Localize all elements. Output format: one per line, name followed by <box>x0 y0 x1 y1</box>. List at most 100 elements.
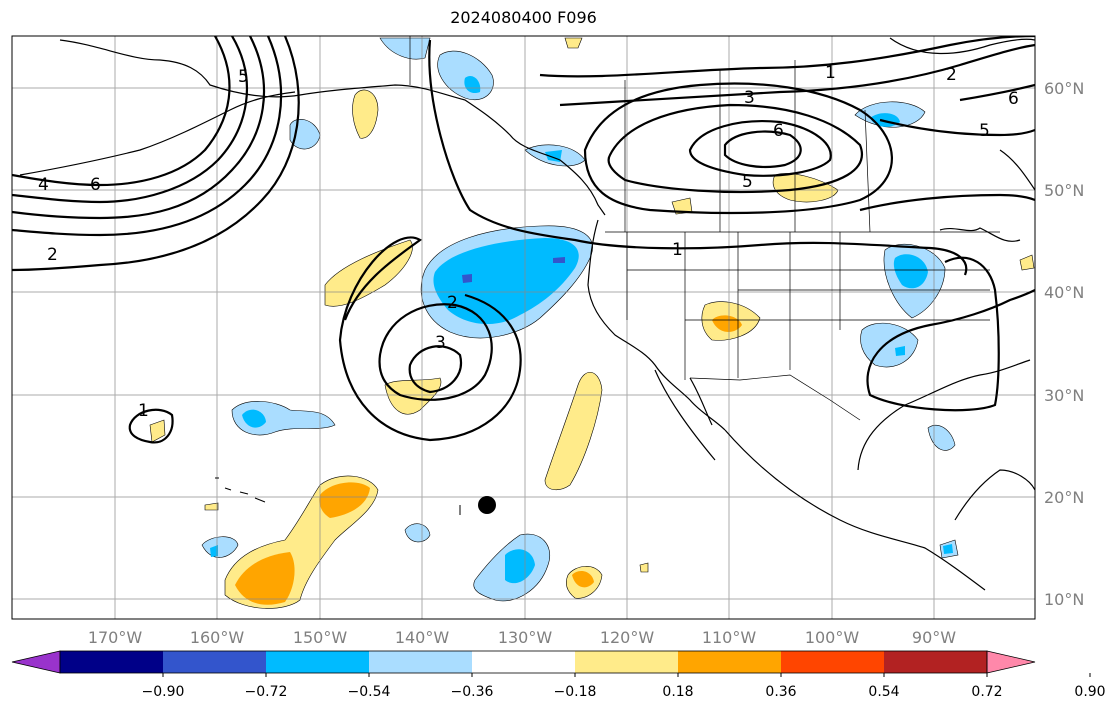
colorbar-segment <box>678 651 782 673</box>
colorbar-tick-label: −0.54 <box>348 684 391 700</box>
latitude-axis: 60°N 50°N 40°N 30°N 20°N 10°N <box>1044 79 1084 609</box>
east-canada <box>999 149 1035 191</box>
shade-grlakes-yellow <box>1019 254 1035 271</box>
colorbar-border <box>59 650 988 674</box>
contour-label: 5 <box>979 121 990 141</box>
contour-label: 3 <box>435 333 446 353</box>
lat-tick-label: 50°N <box>1044 181 1084 200</box>
contour-alaska-ridge <box>12 36 231 187</box>
lat-tick-label: 20°N <box>1044 488 1084 507</box>
baja <box>654 369 716 461</box>
shade-hawaii-small-yellow <box>204 502 219 511</box>
contour-alaska-ridge-2 <box>12 36 249 204</box>
shade-small-blue-1 <box>404 523 431 543</box>
extreme-negative-core <box>462 274 472 283</box>
contour-label: 2 <box>946 65 957 85</box>
contour-canada-high-core <box>723 130 802 169</box>
contour-label: 6 <box>90 175 101 195</box>
core-nepac <box>433 238 579 325</box>
contour-canada-high-inner <box>688 120 832 177</box>
colorbar-segment <box>884 651 988 673</box>
contour-label: 2 <box>47 245 58 265</box>
lon-tick-label: 160°W <box>190 628 245 647</box>
core-texas <box>895 346 905 356</box>
contour-label: 5 <box>238 67 249 87</box>
chart-title: 2024080400 F096 <box>450 8 597 27</box>
shade-trop-tiny-yellow <box>639 562 649 573</box>
contour-east-trough <box>859 193 1035 212</box>
yucatan <box>954 469 1035 521</box>
aleutian-chain <box>19 91 296 176</box>
core-trop-orange <box>572 570 594 588</box>
contour-labels: 1 3 6 5 2 5 6 4 6 2 1 2 3 1 5 <box>38 63 1019 421</box>
colorbar-segment <box>266 651 370 673</box>
contour-label: 6 <box>1008 89 1019 109</box>
colorbar-tick-label: −0.36 <box>451 684 494 700</box>
shade-baja-yellow <box>544 372 603 490</box>
contour-east-5 <box>879 118 1035 137</box>
shade-center-yellow <box>384 377 442 415</box>
contour-alaska-ridge-4 <box>12 36 283 237</box>
islands <box>215 477 461 515</box>
hudson-bay <box>889 37 1035 55</box>
contour-canada-high-outer <box>583 82 893 215</box>
contour-ne-pac-trough-outer <box>428 39 968 276</box>
lon-tick-label: 120°W <box>600 628 655 647</box>
contour-southeast-1 <box>866 256 1035 412</box>
lon-tick-label: 170°W <box>88 628 143 647</box>
colorbar-tick-label: −0.72 <box>245 684 288 700</box>
colorbar-segment <box>781 651 885 673</box>
lon-tick-label: 110°W <box>702 628 757 647</box>
contour-label: 1 <box>138 401 149 421</box>
graticule <box>12 36 1035 619</box>
alaska-coast <box>59 39 606 216</box>
shade-ne-pac-yellow <box>324 239 413 307</box>
colorbar-extend-low <box>11 650 61 674</box>
core-mex <box>943 544 953 554</box>
colorbar-tick-label: 0.54 <box>868 684 899 700</box>
colorbar-segment <box>575 651 679 673</box>
core-southwest <box>712 315 742 332</box>
political-borders <box>409 36 1000 421</box>
core-subtrop <box>242 409 266 428</box>
contour-lines <box>12 36 1035 444</box>
colorbar-tick-label: −0.18 <box>554 684 597 700</box>
colorbar: −0.90 −0.72 −0.54 −0.36 −0.18 0.18 0.36 0.54 0.7… <box>11 650 1105 700</box>
lat-tick-label: 40°N <box>1044 283 1084 302</box>
contour-label: 2 <box>447 293 458 313</box>
core-gulf-alaska <box>464 75 481 94</box>
extreme-negative-core-2 <box>553 257 565 263</box>
canada-provinces <box>624 60 871 233</box>
contour-canada-high-mid <box>607 103 863 194</box>
colorbar-segment <box>60 651 164 673</box>
contour-isolated-1 <box>128 408 174 444</box>
colorbar-tick-label: 0.90 <box>1074 684 1105 700</box>
contour-label: 4 <box>38 175 49 195</box>
contour-low-2 <box>338 236 522 442</box>
shade-gulf-blue-top <box>379 37 431 60</box>
colorbar-tick-label: 0.36 <box>765 684 796 700</box>
contour-north-2 <box>559 43 1035 107</box>
contour-low-3-inner <box>408 345 463 394</box>
contour-alaska-ridge-5 <box>12 36 300 272</box>
lat-tick-label: 60°N <box>1044 79 1084 98</box>
great-lakes <box>939 227 1021 242</box>
shade-isolated-yellow <box>149 419 166 443</box>
us-mexico-border <box>689 374 861 421</box>
lat-tick-label: 10°N <box>1044 590 1084 609</box>
mexico-coast <box>724 429 986 591</box>
contour-label: 3 <box>744 88 755 108</box>
contour-low-3 <box>378 303 493 401</box>
contour-label: 5 <box>742 172 753 192</box>
contour-label: 1 <box>825 63 836 83</box>
colorbar-segment <box>472 651 576 673</box>
lon-tick-label: 100°W <box>805 628 860 647</box>
core-hawaii-1 <box>235 552 295 605</box>
core-midwest <box>893 254 928 289</box>
shade-canada-yellow <box>564 37 583 49</box>
core-trop <box>505 549 535 584</box>
colorbar-tick-label: 0.72 <box>971 684 1002 700</box>
contour-east-6 <box>959 83 1035 102</box>
us-west-coast <box>587 219 726 431</box>
us-states <box>626 232 990 380</box>
